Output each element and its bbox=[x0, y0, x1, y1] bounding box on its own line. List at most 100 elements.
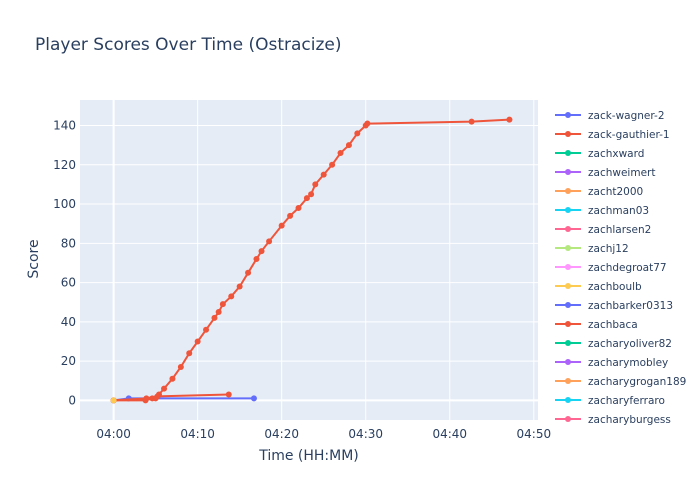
data-point bbox=[258, 248, 265, 255]
y-tick-label: 80 bbox=[61, 236, 76, 250]
legend-item[interactable]: zacharygrogan189 bbox=[555, 376, 686, 388]
legend-item[interactable]: zachlarsen2 bbox=[555, 224, 651, 236]
y-tick-label: 40 bbox=[61, 315, 76, 329]
data-point bbox=[161, 385, 168, 392]
data-point bbox=[329, 161, 336, 168]
legend-marker bbox=[565, 207, 571, 213]
series-zack-gauthier-1 bbox=[110, 116, 513, 404]
legend-label: zachdegroat77 bbox=[588, 262, 667, 274]
legend-marker bbox=[565, 188, 571, 194]
legend-label: zacharyburgess bbox=[588, 414, 671, 426]
legend-marker bbox=[565, 169, 571, 175]
x-tick-label: 04:10 bbox=[180, 427, 215, 441]
x-axis-title: Time (HH:MM) bbox=[258, 448, 359, 464]
y-tick-label: 100 bbox=[53, 197, 76, 211]
series-line bbox=[113, 393, 229, 402]
legend-label: zachlarsen2 bbox=[588, 224, 651, 236]
data-point bbox=[354, 130, 361, 137]
data-point bbox=[250, 395, 257, 402]
plot-area bbox=[80, 100, 538, 420]
tick-labels: 0 20 40 60 80 100 120 140 04:00 04:10 04:20 04:30 04… bbox=[53, 119, 551, 441]
legend-marker bbox=[565, 150, 571, 156]
legend-item[interactable]: zacht2000 bbox=[555, 186, 643, 198]
legend-marker bbox=[565, 340, 571, 346]
legend[interactable]: zack-wagner-2 zack-gauthier-1 zachxward zac… bbox=[555, 110, 686, 426]
legend-label: zacht2000 bbox=[588, 186, 643, 198]
legend-label: zack-gauthier-1 bbox=[588, 129, 670, 141]
data-point bbox=[245, 269, 252, 276]
data-point bbox=[236, 283, 243, 290]
data-point bbox=[225, 391, 232, 398]
legend-item[interactable]: zack-gauthier-1 bbox=[555, 129, 670, 141]
legend-label: zacharyferraro bbox=[588, 395, 665, 407]
x-tick-label: 04:50 bbox=[517, 427, 552, 441]
legend-marker bbox=[565, 283, 571, 289]
legend-label: zachboulb bbox=[588, 281, 642, 293]
legend-marker bbox=[565, 302, 571, 308]
legend-marker bbox=[565, 131, 571, 137]
data-point bbox=[154, 393, 161, 400]
data-point bbox=[345, 142, 352, 149]
data-point bbox=[194, 338, 201, 345]
legend-item[interactable]: zacharyoliver82 bbox=[555, 338, 672, 350]
x-tick-label: 04:00 bbox=[96, 427, 131, 441]
series-layer bbox=[110, 116, 513, 404]
data-point bbox=[295, 204, 302, 211]
data-point bbox=[110, 397, 117, 404]
legend-label: zachweimert bbox=[588, 167, 655, 179]
data-point bbox=[215, 309, 222, 316]
legend-item[interactable]: zachweimert bbox=[555, 167, 655, 179]
legend-item[interactable]: zachdegroat77 bbox=[555, 262, 667, 274]
legend-label: zacharyoliver82 bbox=[588, 338, 672, 350]
data-point bbox=[219, 301, 226, 308]
legend-label: zachbarker0313 bbox=[588, 300, 673, 312]
legend-label: zachman03 bbox=[588, 205, 649, 217]
data-point bbox=[228, 293, 235, 300]
legend-marker bbox=[565, 112, 571, 118]
legend-marker bbox=[565, 416, 571, 422]
legend-label: zachj12 bbox=[588, 243, 629, 255]
y-tick-label: 140 bbox=[53, 119, 76, 133]
data-point bbox=[143, 395, 150, 402]
data-point bbox=[253, 256, 260, 263]
data-point bbox=[468, 118, 475, 125]
data-point bbox=[320, 171, 327, 178]
legend-item[interactable]: zachboulb bbox=[555, 281, 642, 293]
data-point bbox=[266, 238, 273, 245]
legend-label: zacharygrogan189 bbox=[588, 376, 686, 388]
legend-item[interactable]: zack-wagner-2 bbox=[555, 110, 665, 122]
legend-item[interactable]: zachbarker0313 bbox=[555, 300, 673, 312]
data-point bbox=[186, 350, 193, 357]
legend-marker bbox=[565, 359, 571, 365]
legend-marker bbox=[565, 264, 571, 270]
series-zachboulb bbox=[110, 397, 117, 404]
legend-label: zachxward bbox=[588, 148, 644, 160]
data-point bbox=[364, 120, 371, 127]
data-point bbox=[287, 212, 294, 219]
legend-item[interactable]: zacharyferraro bbox=[555, 395, 665, 407]
legend-item[interactable]: zacharymobley bbox=[555, 357, 668, 369]
data-point bbox=[337, 150, 344, 157]
legend-marker bbox=[565, 378, 571, 384]
grid bbox=[80, 100, 538, 420]
legend-item[interactable]: zacharyburgess bbox=[555, 414, 671, 426]
y-tick-label: 0 bbox=[68, 393, 76, 407]
legend-item[interactable]: zachj12 bbox=[555, 243, 629, 255]
legend-marker bbox=[565, 245, 571, 251]
x-tick-label: 04:30 bbox=[348, 427, 383, 441]
data-point bbox=[303, 195, 310, 202]
legend-label: zachbaca bbox=[588, 319, 638, 331]
data-point bbox=[278, 222, 285, 229]
y-tick-label: 20 bbox=[61, 354, 76, 368]
chart-title: Player Scores Over Time (Ostracize) bbox=[35, 35, 342, 55]
legend-label: zacharymobley bbox=[588, 357, 668, 369]
legend-marker bbox=[565, 226, 571, 232]
legend-item[interactable]: zachbaca bbox=[555, 319, 638, 331]
data-point bbox=[506, 116, 513, 123]
legend-item[interactable]: zachman03 bbox=[555, 205, 649, 217]
legend-label: zack-wagner-2 bbox=[588, 110, 665, 122]
data-point bbox=[211, 314, 218, 321]
y-tick-label: 60 bbox=[61, 276, 76, 290]
legend-item[interactable]: zachxward bbox=[555, 148, 644, 160]
